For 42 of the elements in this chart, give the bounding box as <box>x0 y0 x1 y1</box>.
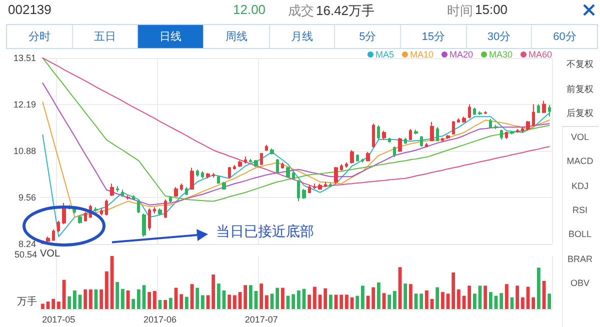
legend-label: MA20 <box>449 50 473 60</box>
y-tick-label: 10.88 <box>13 146 36 156</box>
text: 时间 <box>447 2 473 20</box>
text: 002139 <box>8 2 52 17</box>
text: 分时 <box>7 25 72 48</box>
text: BRAR <box>566 254 594 264</box>
text: 万手 <box>17 296 37 308</box>
text: 五日 <box>72 25 138 48</box>
chart-title: VOL <box>40 248 60 260</box>
x-tick-label: 2017-05 <box>42 314 76 324</box>
annotation: 当日已接近底部 <box>216 223 314 240</box>
text: KDJ <box>570 180 590 191</box>
text: OBV <box>569 278 590 288</box>
text: 周线 <box>203 25 269 48</box>
text: 5分 <box>334 25 400 48</box>
text: MACD <box>566 156 594 166</box>
text: 15:00 <box>475 2 508 17</box>
text: 30分 <box>466 25 532 48</box>
legend-label: MA10 <box>410 50 434 60</box>
text: VOL <box>570 132 590 142</box>
x-tick-label: 2017-06 <box>143 314 177 324</box>
text: 不复权 <box>566 58 594 71</box>
legend-label: MA30 <box>488 50 512 60</box>
text: 12.00 <box>233 2 266 17</box>
y-tick-label: 12.19 <box>13 100 36 110</box>
text: 16.42万手 <box>316 2 375 20</box>
text: 15分 <box>400 25 466 48</box>
text: 60分 <box>531 25 598 48</box>
text: 前复权 <box>566 82 594 96</box>
text: BOLL <box>567 229 592 240</box>
text: 成交 <box>288 2 314 20</box>
y-tick-label: 13.51 <box>13 53 36 63</box>
legend-label: MA60 <box>528 50 552 60</box>
text: 后复权 <box>566 107 594 120</box>
y-tick-label: 9.56 <box>18 192 36 202</box>
y-tick-label: 8.24 <box>18 239 36 249</box>
text: RSI <box>571 204 588 215</box>
text: 月线 <box>268 25 334 48</box>
text: 50.54 <box>14 250 38 260</box>
x-tick-label: 2017-07 <box>244 314 278 324</box>
text: 日线 <box>137 25 204 48</box>
legend-label: MA5 <box>375 50 394 60</box>
